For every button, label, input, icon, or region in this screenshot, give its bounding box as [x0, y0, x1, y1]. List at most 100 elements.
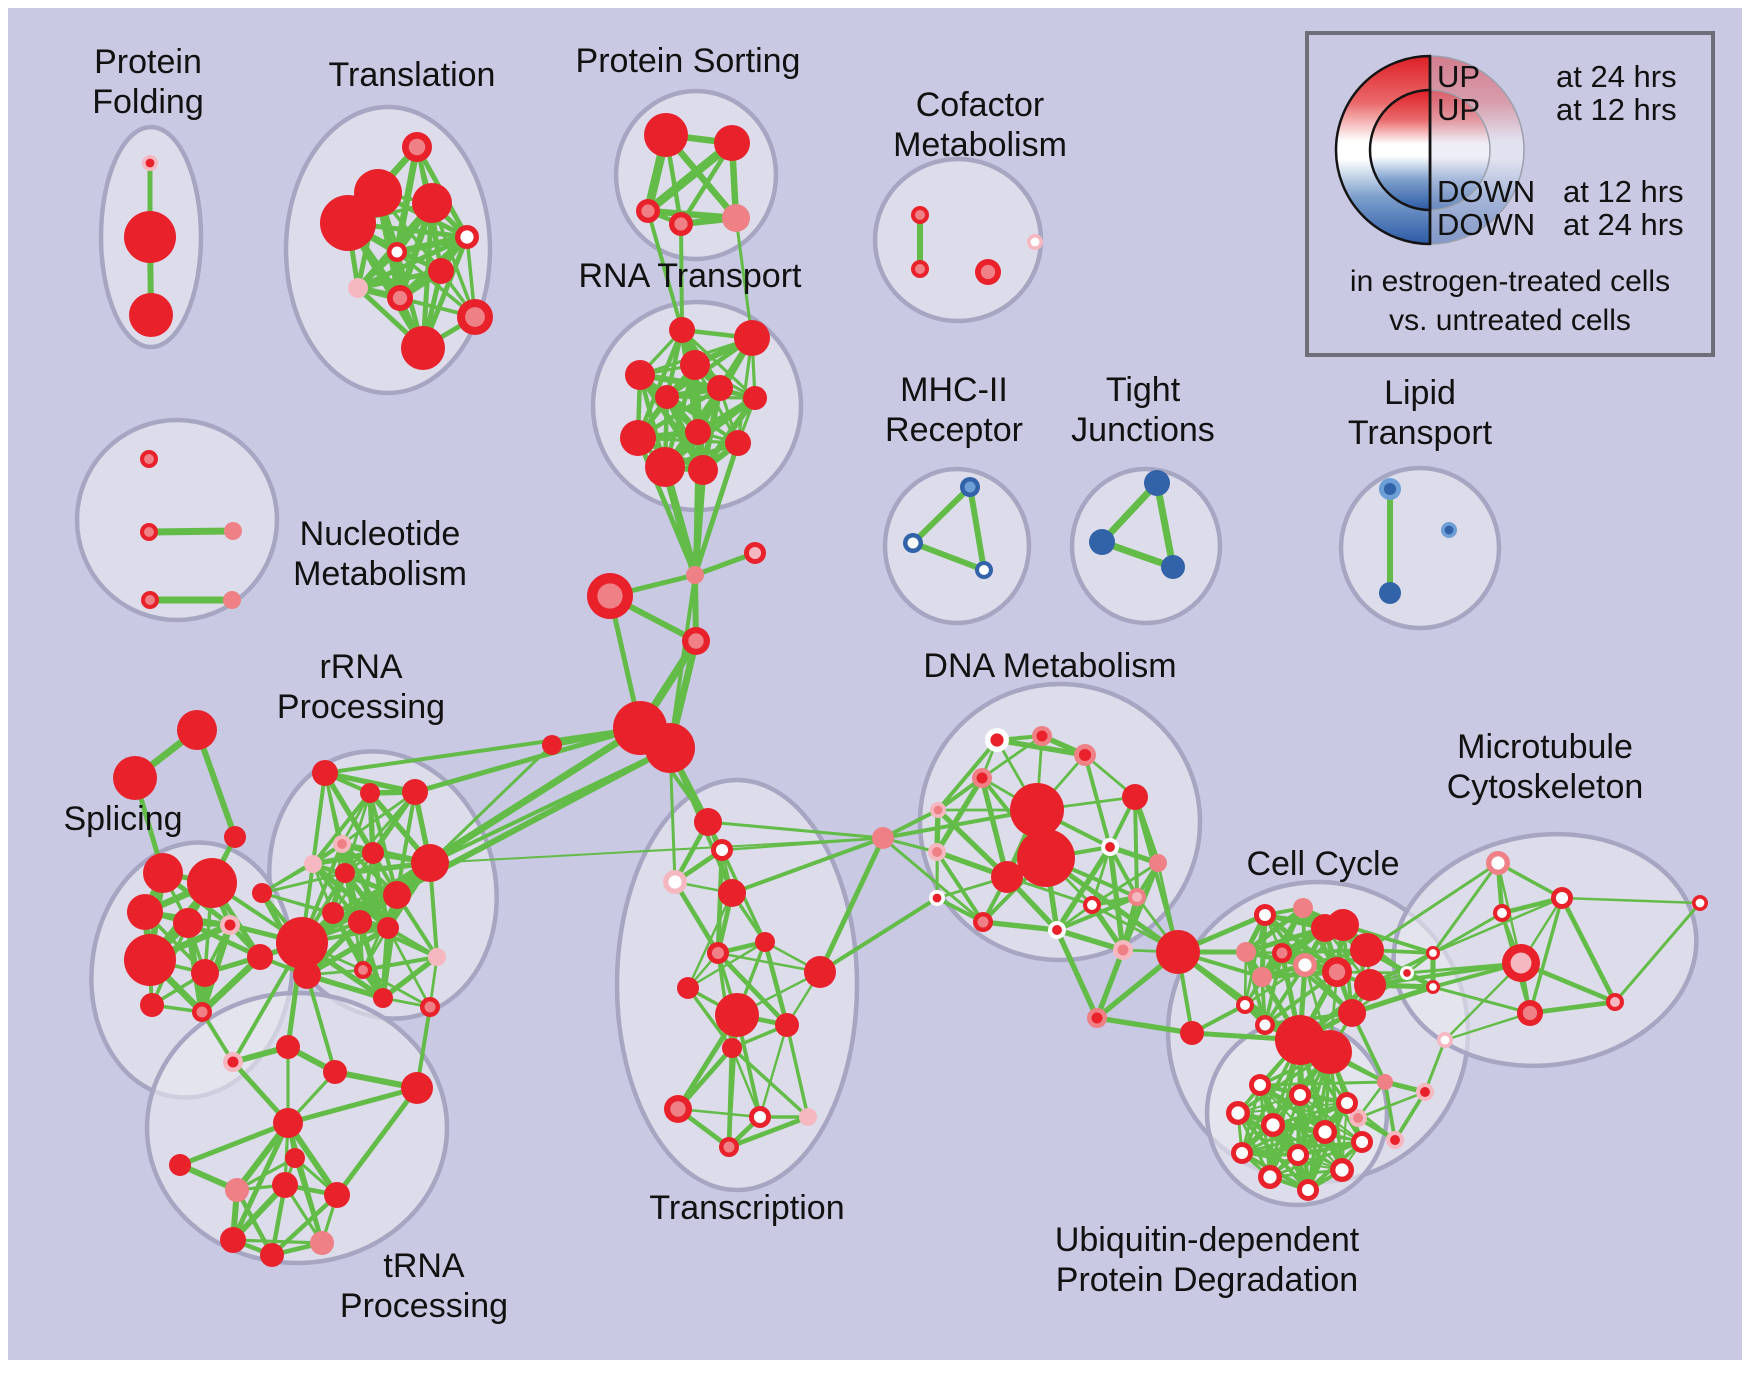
node-mhc-2-core [979, 565, 989, 575]
node-cc-6-ring [1327, 909, 1359, 941]
node-cc-16-core [1429, 949, 1437, 957]
node-spl-8-core [196, 1006, 208, 1018]
network-edge [668, 574, 697, 749]
network-edge [707, 820, 884, 840]
node-ub-2-core [1340, 1096, 1354, 1110]
network-edge [1351, 984, 1434, 1016]
network-edge [692, 442, 741, 576]
network-edge [381, 954, 439, 1001]
node-x-10-ring [872, 827, 894, 849]
node-rna-11-ring [688, 455, 718, 485]
node-x-2-ring [224, 826, 246, 848]
cluster-label-rrna: rRNA Processing [277, 648, 445, 726]
network-edge [334, 1086, 420, 1197]
network-edge [686, 892, 734, 989]
cluster-label-cof: Cofactor Metabolism [893, 86, 1067, 164]
network-edge [1444, 1011, 1531, 1042]
node-dna-18-ring [1156, 930, 1200, 974]
node-rrna-18-core [424, 1001, 436, 1013]
network-edge [324, 770, 416, 795]
node-dna-19-ring [1180, 1021, 1204, 1045]
node-dna-5-core [932, 847, 942, 857]
network-edge [357, 268, 442, 291]
node-spl-0-ring [143, 853, 183, 893]
node-lip-1-core [1444, 525, 1454, 535]
node-x-9-ring [542, 735, 562, 755]
node-cc-10-ring [1338, 999, 1366, 1027]
node-dna-0-core [990, 733, 1004, 747]
network-edge [199, 954, 263, 1015]
cluster-label-tr: Transcription [649, 1189, 844, 1227]
network-edge [645, 139, 735, 215]
network-edge [380, 927, 391, 999]
node-cof-2-core [980, 264, 996, 280]
node-rrna-13-ring [276, 917, 328, 969]
node-ub-10-core [1263, 1170, 1277, 1184]
node-cc-1-ring [1293, 898, 1313, 918]
node-tr-3-ring [718, 879, 746, 907]
node-rna-9-ring [725, 430, 751, 456]
node-trna-8-ring [220, 1227, 246, 1253]
node-rrna-4-ring [304, 855, 322, 873]
network-edge [1244, 963, 1306, 1007]
network-edge [322, 771, 376, 855]
node-dna-7-ring [1017, 829, 1075, 887]
network-edge [386, 927, 432, 1008]
node-tl-2-ring [320, 195, 376, 251]
cluster-ellipse-cof [872, 156, 1044, 324]
node-tl-6-ring [428, 258, 454, 284]
node-dna-17-core [1117, 944, 1129, 956]
node-nuc-0-core [144, 454, 154, 464]
node-cof-0-core [915, 210, 925, 220]
network-edge [1432, 985, 1531, 1015]
network-edge [1056, 927, 1124, 953]
network-edge [936, 738, 999, 812]
node-tr-8-ring [775, 1013, 799, 1037]
node-cc-12-core [1240, 1000, 1250, 1010]
node-tl-10-ring [401, 326, 445, 370]
network-edge [311, 791, 372, 866]
network-edge [762, 941, 790, 1026]
network-edge [1243, 914, 1267, 1006]
node-ub-9-core [1335, 1163, 1349, 1177]
network-edge [1269, 1140, 1363, 1179]
node-tj-0-ring [1144, 470, 1170, 496]
node-tj-2-ring [1161, 555, 1185, 579]
network-edge [356, 234, 469, 291]
node-trna-12-ring [285, 1148, 305, 1168]
node-dna-11-ring [1149, 854, 1167, 872]
node-dna-2-core [1078, 748, 1092, 762]
node-tr-0-ring [694, 808, 722, 836]
legend-time-3: at 24 hrs [1563, 207, 1684, 242]
node-tr-5-core [711, 946, 725, 960]
node-cc-4-core [1298, 958, 1312, 972]
node-ub-6-core [1355, 1135, 1369, 1149]
network-edge [1244, 905, 1305, 955]
node-ub-0-core [1253, 1078, 1267, 1092]
node-rna-3-ring [625, 360, 655, 390]
network-edge [936, 808, 1009, 879]
network-edge [635, 329, 685, 439]
network-edge [693, 431, 700, 576]
node-cc-19-ring [1377, 1074, 1393, 1090]
network-edge [639, 373, 756, 400]
node-tr-13-ring [799, 1108, 817, 1126]
cluster-label-ub: Ubiquitin-dependent Protein Degradation [1055, 1221, 1360, 1299]
node-rrna-17-ring [373, 988, 393, 1008]
node-cc-8-core [1328, 963, 1346, 981]
node-rna-0-ring [669, 317, 695, 343]
node-spl-7-ring [247, 944, 273, 970]
network-edge [1240, 1050, 1332, 1155]
network-edge [730, 1047, 762, 1118]
network-edge [911, 540, 986, 573]
network-edge [285, 1122, 325, 1244]
network-edge [305, 925, 390, 978]
node-ps-0-ring [644, 113, 688, 157]
network-edge [981, 734, 1043, 780]
node-spl-2-ring [127, 894, 163, 930]
network-edge [261, 871, 346, 895]
node-trna-6-ring [272, 1172, 298, 1198]
network-edge [1559, 896, 1618, 1004]
cluster-label-pf: Protein Folding [92, 43, 204, 121]
